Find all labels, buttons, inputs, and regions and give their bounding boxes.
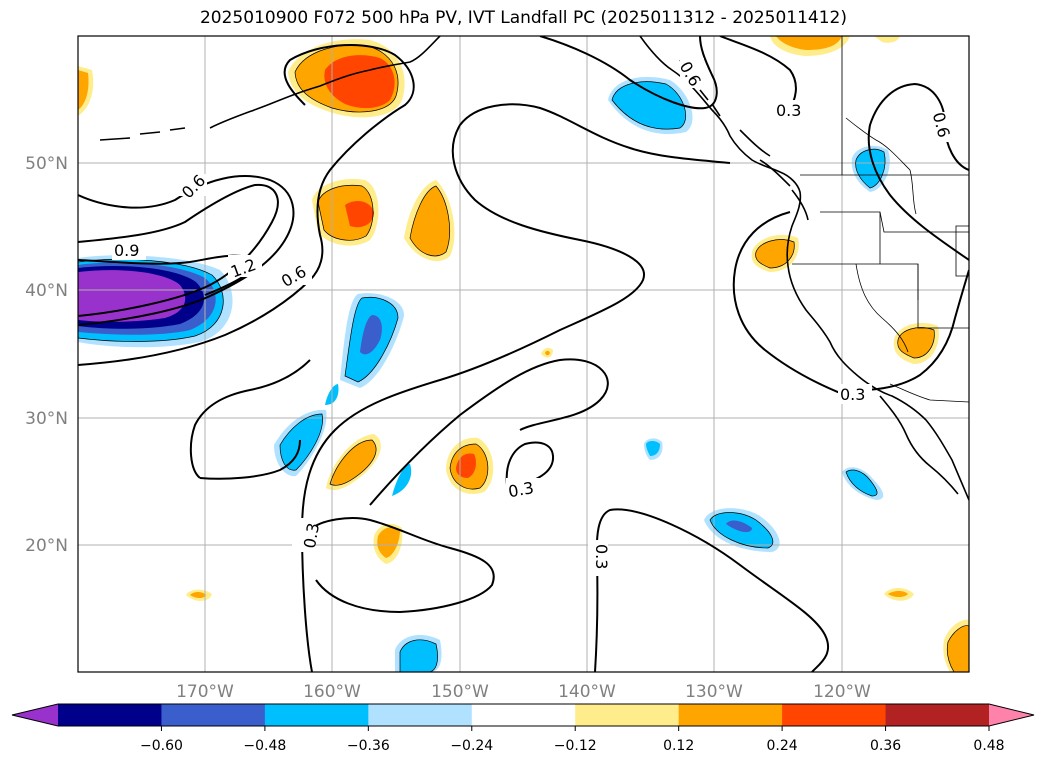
colorbar-extend-min	[12, 704, 58, 726]
lon-tick: 170°W	[176, 682, 234, 702]
colorbar-tick-label: −0.12	[554, 738, 597, 754]
shade-outlines	[78, 44, 969, 672]
colorbar-cell	[471, 704, 576, 726]
colorbar-cell	[678, 704, 783, 726]
contour-label: 0.3	[840, 385, 865, 404]
colorbar-tick-label: −0.36	[347, 738, 390, 754]
colorbar-cells	[12, 704, 1034, 726]
lat-tick: 40°N	[25, 281, 68, 301]
colorbar-cell	[161, 704, 266, 726]
colorbar-cell	[885, 704, 990, 726]
colorbar-tick-label: 0.48	[973, 738, 1004, 754]
contour-label: 0.3	[507, 478, 535, 501]
lat-tick: 20°N	[25, 536, 68, 556]
contour-lines	[78, 36, 969, 672]
colorbar-tick-label: 0.24	[767, 738, 798, 754]
colorbar: −0.60 −0.48 −0.36 −0.24 −0.12 0.12 0.24 0.36 0.4…	[11, 703, 1035, 754]
lon-tick: 160°W	[303, 682, 361, 702]
map-title: 2025010900 F072 500 hPa PV, IVT Landfall…	[199, 8, 847, 28]
pv-shading	[78, 36, 969, 672]
colorbar-outline	[11, 703, 1035, 727]
lat-tick-labels: 50°N 40°N 30°N 20°N	[25, 154, 68, 556]
lat-tick: 30°N	[25, 409, 68, 429]
coastlines	[99, 36, 969, 501]
lon-tick-labels: 170°W 160°W 150°W 140°W 130°W 120°W	[176, 682, 871, 702]
shade-purple-nw	[78, 270, 186, 322]
colorbar-tick-label: 0.36	[870, 738, 901, 754]
colorbar-tick-label: 0.12	[663, 738, 694, 754]
contour-label: 0.3	[300, 521, 323, 549]
colorbar-cell	[575, 704, 680, 726]
lat-tick: 50°N	[25, 154, 68, 174]
borders	[792, 36, 969, 403]
colorbar-tick-label: −0.48	[243, 738, 286, 754]
gridlines	[78, 36, 969, 672]
lon-tick: 140°W	[558, 682, 616, 702]
lon-tick: 150°W	[431, 682, 489, 702]
colorbar-extend-max	[989, 704, 1034, 726]
map-frame	[77, 35, 970, 673]
lon-tick: 120°W	[813, 682, 871, 702]
lon-tick: 130°W	[685, 682, 743, 702]
contour-labels: 0.6 0.9 1.2 0.6 0.3 0.3 0.3 0.6 0.3 0.3 …	[112, 58, 954, 576]
contour-label: 0.3	[776, 101, 801, 120]
colorbar-cell	[368, 704, 473, 726]
colorbar-tick-labels: −0.60 −0.48 −0.36 −0.24 −0.12 0.12 0.24 0.36 0.4…	[140, 726, 1005, 754]
contour-label: 0.9	[114, 241, 139, 260]
colorbar-tick-label: −0.24	[450, 738, 493, 754]
colorbar-cell	[782, 704, 887, 726]
colorbar-cell	[264, 704, 369, 726]
contour-label: 0.3	[592, 544, 611, 569]
colorbar-cell	[58, 704, 162, 726]
colorbar-tick-label: −0.60	[140, 738, 183, 754]
